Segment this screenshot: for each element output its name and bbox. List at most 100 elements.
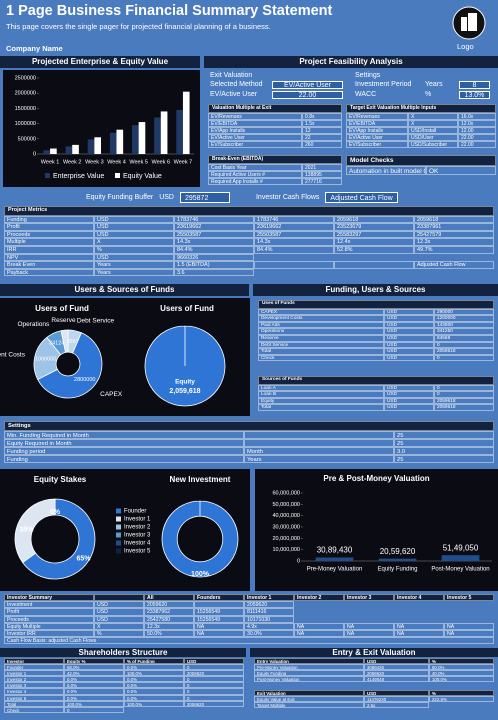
table-cell: NA bbox=[394, 622, 444, 630]
table-row: Loan B USD 0 bbox=[258, 391, 494, 398]
table-cell: 3089430 bbox=[364, 664, 429, 671]
label: Investor Cash Flows bbox=[255, 194, 320, 201]
table-cell: USD bbox=[384, 354, 434, 362]
table-row: NPV USD 9660326 bbox=[4, 253, 494, 262]
table-row: Equity USD 2059618 bbox=[258, 397, 494, 405]
table-cell: Total bbox=[258, 348, 384, 355]
table-row: Investment Period Years 8 bbox=[355, 80, 495, 90]
table-cell: 25 bbox=[394, 439, 494, 447]
table-cell: Loan A bbox=[258, 384, 384, 392]
target-multiple-table: Target Exit Valuation Multiple Inputs EV/… bbox=[346, 104, 496, 148]
value-label: 35% bbox=[19, 526, 34, 533]
table-cell: 84.4% bbox=[254, 245, 334, 254]
table-cell: USD bbox=[364, 690, 429, 697]
table-cell: Paid Ads bbox=[258, 321, 384, 329]
table-cell: Month bbox=[244, 447, 394, 455]
table-cell: 100.0% bbox=[124, 700, 184, 707]
table-cell: Investment Period bbox=[355, 81, 412, 88]
table-row: EV/EBITDA 1.5x bbox=[208, 120, 342, 127]
table-cell: Funding bbox=[4, 455, 244, 463]
y-tick-label: 60,000,000 bbox=[272, 490, 300, 496]
legend-label: Founder bbox=[124, 509, 146, 515]
table-cell: Target Multiple bbox=[254, 702, 364, 709]
legend-swatch bbox=[116, 516, 121, 522]
value: 295872 bbox=[179, 192, 230, 203]
table-cell: 10171030 bbox=[244, 615, 294, 623]
table-cell: USD bbox=[94, 253, 174, 262]
table-cell: 341250 bbox=[434, 328, 494, 335]
table-cell: 0 bbox=[184, 688, 244, 695]
y-tick-label: 40,000,000 bbox=[272, 513, 300, 519]
table-cell: 22 bbox=[302, 134, 342, 141]
table-cell: USD bbox=[384, 348, 434, 355]
table-cell: Investor 2 bbox=[294, 594, 344, 602]
table-cell: 3.0 bbox=[394, 447, 494, 455]
table-cell: % of Funding bbox=[124, 658, 184, 665]
category-label: Development Costs bbox=[0, 351, 26, 358]
table-cell: Operations bbox=[258, 328, 384, 335]
table-cell: 2.5x bbox=[364, 702, 429, 709]
bar bbox=[65, 146, 73, 154]
table-cell: Investor 5 bbox=[444, 594, 494, 602]
table-row: Funding USD 1783746 1783746 2059618 2059618 bbox=[4, 215, 494, 224]
table-cell: IRR bbox=[4, 245, 94, 254]
table-cell: USD bbox=[94, 601, 144, 609]
table-cell: Required App Installs # bbox=[208, 178, 302, 185]
table-cell: EV/Subscriber bbox=[346, 141, 408, 148]
table-cell: 0 bbox=[184, 682, 244, 689]
table-cell: EV/EBITDA bbox=[208, 120, 302, 127]
table-cell: X bbox=[94, 622, 144, 630]
chart-title: New Investment bbox=[170, 475, 231, 484]
table-cell: NA bbox=[194, 622, 244, 630]
legend-swatch bbox=[116, 524, 121, 530]
y-tick-label: 20,000,000 bbox=[272, 536, 300, 542]
legend-label: Investor 4 bbox=[124, 541, 151, 547]
table-cell: 12.00 bbox=[458, 127, 496, 134]
section-title: Users & Sources of Funds bbox=[0, 284, 249, 296]
chart-title: Users of Fund bbox=[160, 304, 214, 313]
table-cell: WACC bbox=[355, 91, 377, 98]
table-cell: 49.7% bbox=[414, 245, 494, 254]
table-cell: Investor 2 bbox=[4, 676, 64, 683]
table-cell: USD bbox=[384, 308, 434, 316]
funding-buffer: Equity Funding Buffer USD 295872 Investo… bbox=[0, 192, 498, 203]
table-cell: 1.5 (EBITDA) bbox=[174, 261, 254, 269]
bar bbox=[154, 117, 161, 154]
table-cell: 2059620 bbox=[144, 601, 194, 609]
table-row: Funding Years 25 bbox=[4, 455, 494, 463]
slice bbox=[37, 332, 103, 399]
table-cell: 100.0% bbox=[124, 670, 184, 677]
table-row: Equity Funding 2059620 40.0% bbox=[254, 670, 494, 677]
table-cell: 12.3x bbox=[144, 622, 194, 630]
table-cell: USD/User bbox=[408, 134, 458, 141]
value-label: 100% bbox=[191, 571, 210, 578]
table-cell: 25503587 bbox=[174, 230, 254, 239]
table-title: Project Metrics bbox=[4, 206, 494, 216]
table-cell: USD bbox=[384, 384, 434, 392]
chart-title: Pre & Post-Money Valuation bbox=[323, 474, 429, 483]
bar bbox=[160, 111, 168, 154]
table-cell: 0.0% bbox=[64, 676, 124, 683]
table-cell: 0.0% bbox=[64, 688, 124, 695]
table-cell: 0.0% bbox=[124, 664, 184, 671]
x-tick-label: Week 7 bbox=[174, 159, 193, 165]
table-cell: USD bbox=[384, 334, 434, 342]
table-cell: NA bbox=[294, 622, 344, 630]
table-cell: EV/Active User bbox=[346, 134, 408, 141]
table-row: Payback Years 3.6 bbox=[4, 268, 494, 277]
table-cell: 0 bbox=[64, 706, 124, 713]
table-cell: 2059618 bbox=[434, 397, 494, 405]
table-row: Total USD 2059618 bbox=[258, 404, 494, 411]
table-cell: USD bbox=[384, 321, 434, 329]
table-cell: 25 bbox=[394, 431, 494, 439]
table-row: EV/EBITDA X 12.0x bbox=[346, 120, 496, 127]
table-cell: 60.0% bbox=[429, 664, 494, 671]
table-cell: Required Active Users # bbox=[208, 171, 302, 178]
table-cell: 1.5x bbox=[302, 120, 342, 127]
y-tick-label: 500000 bbox=[18, 136, 36, 142]
table-cell: Investor Summary bbox=[4, 594, 94, 602]
table-cell: % bbox=[94, 629, 144, 638]
table-row: EV/Subscriber 260 bbox=[208, 141, 342, 148]
table-row: Operations USD 341250 bbox=[258, 328, 494, 335]
x-tick-label: Week 5 bbox=[129, 159, 148, 165]
